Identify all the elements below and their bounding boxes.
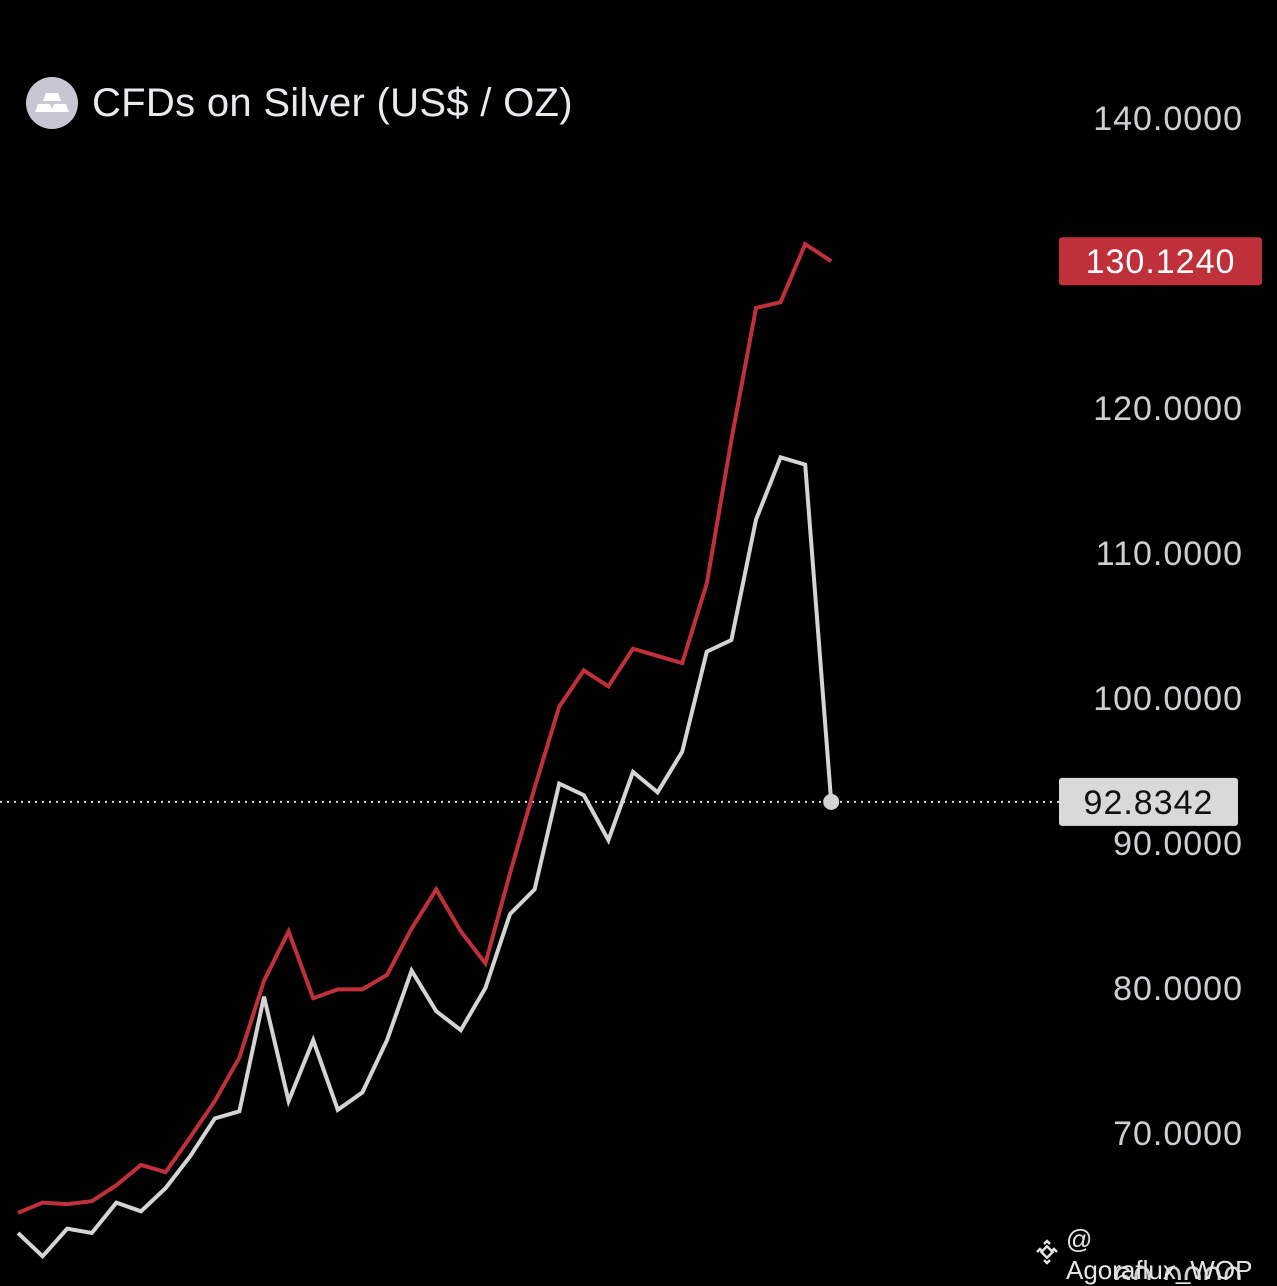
price-badge-red: 130.1240 xyxy=(1059,237,1262,286)
price-badge-bg xyxy=(1059,777,1238,826)
y-tick-label: 110.0000 xyxy=(1096,535,1243,573)
watermark-text: @ Agoraflux_WOP xyxy=(1066,1224,1253,1285)
series-line-white xyxy=(16,454,834,1260)
series-layer xyxy=(16,241,840,1260)
chart-title-group: CFDs on Silver (US$ / OZ) xyxy=(26,76,573,130)
binance-diamond-icon xyxy=(1034,1238,1060,1272)
y-tick-label: 70.0000 xyxy=(1113,1115,1243,1153)
price-badges: 130.1240 92.8342 xyxy=(1059,237,1262,826)
last-point-marker xyxy=(823,793,840,810)
y-tick-label: 80.0000 xyxy=(1113,970,1243,1008)
price-badge-white: 92.8342 xyxy=(1059,777,1238,826)
price-badge-label: 130.1240 xyxy=(1086,243,1236,281)
watermark: @ Agoraflux_WOP xyxy=(1034,1224,1277,1285)
y-tick-label: 90.0000 xyxy=(1113,825,1243,863)
chart-title: CFDs on Silver (US$ / OZ) xyxy=(92,80,573,125)
silver-bars-icon xyxy=(26,77,78,129)
price-badge-bg xyxy=(1059,237,1262,286)
y-tick-label: 120.0000 xyxy=(1093,390,1243,428)
y-tick-label: 60.0000 xyxy=(1113,1260,1243,1280)
y-tick-label: 140.0000 xyxy=(1093,100,1243,138)
series-line-red xyxy=(17,241,833,1215)
price-badge-label: 92.8342 xyxy=(1084,784,1214,822)
y-tick-label: 100.0000 xyxy=(1093,680,1243,718)
y-axis: 140.0000 120.0000 110.0000 100.0000 90.0000 8… xyxy=(1093,100,1243,1280)
